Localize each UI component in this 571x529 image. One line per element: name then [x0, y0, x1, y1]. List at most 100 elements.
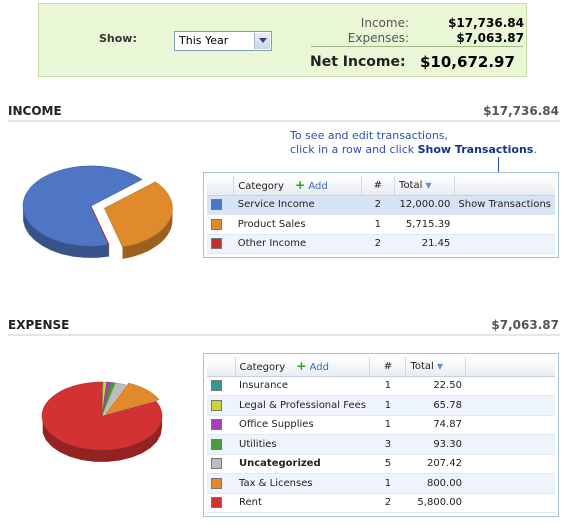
transaction-count: 1 — [369, 376, 406, 396]
category-header-label: Category — [239, 362, 286, 374]
row-action-cell — [465, 395, 555, 416]
total-column-header[interactable]: Total ▼ — [405, 357, 467, 377]
transaction-count: 2 — [361, 195, 395, 215]
action-column-header — [465, 357, 555, 377]
transaction-count: 2 — [361, 234, 395, 254]
add-income-category-button[interactable]: + Add — [295, 178, 328, 193]
category-total: 74.87 — [405, 415, 466, 435]
income-row-service-income[interactable]: Service Income 2 12,000.00 Show Transact… — [207, 195, 555, 215]
color-column-header — [207, 176, 235, 196]
category-total: 65.78 — [405, 395, 466, 416]
category-color-swatch — [211, 497, 222, 508]
category-color-swatch — [211, 477, 222, 489]
expense-row-rent[interactable]: Rent 2 5,800.00 — [207, 493, 555, 513]
expense-section-title: EXPENSE — [8, 318, 70, 332]
category-total: 800.00 — [405, 473, 466, 494]
hint-line-2: click in a row and click — [290, 143, 415, 156]
add-label: Add — [309, 362, 329, 374]
income-pie-chart — [22, 165, 173, 259]
income-summary-value: $17,736.84 — [448, 16, 524, 30]
net-income-label: Net Income: — [310, 54, 406, 70]
expense-pie-slice — [101, 382, 127, 417]
category-total: 5,715.39 — [394, 214, 455, 235]
expense-table: Category + Add # Total ▼ Insurance 1 22.5… — [203, 353, 559, 517]
income-pie-slice-side — [108, 244, 110, 257]
row-action-cell — [465, 473, 555, 494]
expenses-summary-value: $7,063.87 — [456, 31, 524, 45]
hint-line-1: To see and edit transactions, — [290, 129, 449, 142]
row-action-cell — [465, 415, 555, 435]
row-action-cell — [454, 234, 555, 254]
category-color-swatch — [211, 419, 222, 430]
category-total: 21.45 — [394, 234, 455, 254]
category-name: Office Supplies — [235, 415, 370, 435]
transaction-count: 1 — [369, 473, 406, 494]
add-label: Add — [308, 181, 328, 193]
expense-section-total: $7,063.87 — [491, 318, 559, 332]
expense-pie-slice — [41, 381, 163, 451]
expense-row-tax-licenses[interactable]: Tax & Licenses 1 800.00 — [207, 473, 555, 494]
income-summary-label: Income: — [360, 16, 409, 30]
hint-emphasis: Show Transactions — [417, 143, 534, 156]
transactions-hint: To see and edit transactions, click in a… — [290, 129, 537, 157]
category-name: Insurance — [235, 376, 370, 396]
income-row-other-income[interactable]: Other Income 2 21.45 — [207, 234, 555, 254]
expense-row-uncategorized[interactable]: Uncategorized 5 207.42 — [207, 454, 555, 474]
category-header-label: Category — [238, 181, 284, 193]
income-pie-slice-side — [122, 209, 173, 259]
expense-row-office-supplies[interactable]: Office Supplies 1 74.87 — [207, 415, 555, 435]
category-name: Rent — [235, 493, 370, 513]
category-column-header[interactable]: Category + Add — [233, 176, 362, 196]
category-name: Utilities — [235, 434, 370, 455]
color-column-header — [207, 357, 236, 377]
category-name: Legal & Professional Fees — [235, 395, 370, 416]
income-row-product-sales[interactable]: Product Sales 1 5,715.39 — [207, 214, 555, 235]
category-name: Tax & Licenses — [235, 473, 370, 494]
expense-row-utilities[interactable]: Utilities 3 93.30 — [207, 434, 555, 455]
expense-row-legal-professional-fees[interactable]: Legal & Professional Fees 1 65.78 — [207, 395, 555, 416]
net-income-value: $10,672.97 — [420, 53, 515, 71]
category-color-swatch — [211, 438, 222, 450]
transaction-count: 1 — [361, 214, 395, 235]
category-color-swatch — [211, 238, 222, 249]
summary-divider — [311, 46, 523, 47]
transaction-count: 3 — [369, 434, 406, 455]
category-color-swatch — [211, 218, 222, 230]
category-total: 5,800.00 — [405, 493, 466, 513]
income-pie-slice — [104, 181, 173, 248]
income-pie-slice — [90, 205, 110, 245]
income-pie-slice-side — [23, 208, 109, 258]
total-header-label: Total — [399, 179, 423, 191]
expense-pie-slice-side — [42, 415, 163, 462]
category-name: Product Sales — [233, 214, 362, 235]
count-column-header[interactable]: # — [369, 357, 407, 377]
plus-icon: + — [295, 178, 306, 193]
expense-table-header: Category + Add # Total ▼ — [207, 357, 555, 377]
total-column-header[interactable]: Total ▼ — [394, 176, 455, 196]
hint-end: . — [533, 143, 537, 156]
show-label: Show: — [99, 32, 137, 45]
chevron-down-icon[interactable] — [254, 33, 270, 49]
period-select[interactable]: This Year — [174, 31, 272, 51]
category-total: 93.30 — [405, 434, 466, 455]
row-action-cell — [465, 376, 555, 396]
show-transactions-button[interactable]: Show Transactions — [454, 195, 555, 215]
count-column-header[interactable]: # — [361, 176, 396, 196]
category-color-swatch — [211, 199, 222, 210]
category-total: 22.50 — [405, 376, 466, 396]
row-action-cell — [465, 493, 555, 513]
action-column-header — [454, 176, 555, 196]
income-section-total: $17,736.84 — [483, 104, 559, 118]
category-column-header[interactable]: Category + Add — [235, 357, 371, 377]
row-action-cell — [454, 214, 555, 235]
transaction-count: 5 — [369, 454, 406, 474]
category-color-swatch — [211, 380, 222, 391]
category-name: Other Income — [233, 234, 362, 254]
category-color-swatch — [211, 458, 222, 469]
expense-row-insurance[interactable]: Insurance 1 22.50 — [207, 376, 555, 396]
category-name: Service Income — [233, 195, 362, 215]
row-action-cell — [465, 434, 555, 455]
row-action-cell — [465, 454, 555, 474]
income-section-rule — [8, 120, 560, 122]
add-expense-category-button[interactable]: + Add — [296, 359, 329, 374]
